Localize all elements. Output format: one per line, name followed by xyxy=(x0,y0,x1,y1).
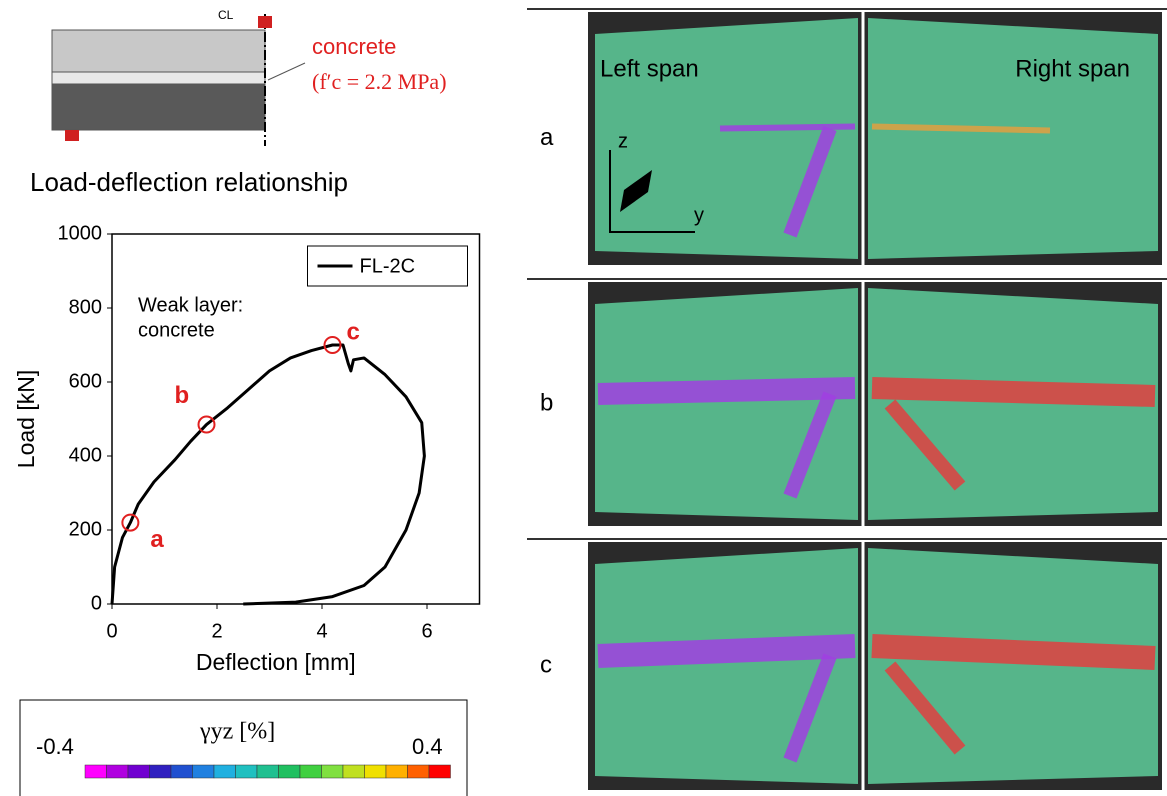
support xyxy=(258,16,272,28)
colorbar-stripe xyxy=(107,765,129,778)
y-tick-label: 600 xyxy=(69,370,102,392)
y-tick-label: 800 xyxy=(69,296,102,318)
colorbar-stripe xyxy=(322,765,344,778)
x-tick-label: 6 xyxy=(421,620,432,642)
load-deflection-chart: 0 200 400 600 800 1000 0 2 4 6 Deflection [mm] Load… xyxy=(13,222,479,675)
colorbar-stripe xyxy=(386,765,408,778)
strain-band xyxy=(872,646,1155,658)
x-axis-label: Deflection [mm] xyxy=(196,649,356,675)
panel-label: c xyxy=(540,651,552,678)
strain-band xyxy=(872,388,1155,396)
left-span xyxy=(595,18,858,259)
colorbar: γyz [%] -0.4 0.4 xyxy=(20,700,467,796)
annotation: Weak layer: xyxy=(138,294,243,316)
leader xyxy=(268,63,305,80)
colorbar-stripe xyxy=(85,765,107,778)
colorbar-stripe xyxy=(408,765,430,778)
weak-layer xyxy=(52,72,265,84)
colorbar-stripe xyxy=(214,765,236,778)
colorbar-stripes xyxy=(85,765,451,778)
lower-layer xyxy=(52,84,265,130)
support xyxy=(65,130,79,141)
point-label: c xyxy=(347,318,360,345)
panel-label: a xyxy=(540,124,554,151)
colorbar-stripe xyxy=(236,765,258,778)
y-tick-label: 400 xyxy=(69,444,102,466)
colorbar-stripe xyxy=(365,765,387,778)
point-label: b xyxy=(175,382,190,409)
x-tick-label: 2 xyxy=(211,620,222,642)
cl-label: CL xyxy=(218,8,234,22)
panel-label: b xyxy=(540,389,553,416)
x-tick-label: 4 xyxy=(316,620,327,642)
colorbar-stripe xyxy=(193,765,215,778)
colorbar-stripe xyxy=(171,765,193,778)
annotation: concrete xyxy=(138,319,215,341)
colorbar-label: γyz [%] xyxy=(199,719,275,745)
material-label: concrete xyxy=(312,34,396,59)
axis-label: y xyxy=(694,204,704,226)
plot-frame xyxy=(112,234,480,604)
point-label: a xyxy=(150,526,164,553)
photo-panels: a b c Left span Right span z y xyxy=(527,9,1167,790)
colorbar-stripe xyxy=(150,765,172,778)
colorbar-stripe xyxy=(128,765,150,778)
y-axis-label: Load [kN] xyxy=(13,370,39,468)
strain-band xyxy=(598,646,855,656)
x-tick-label: 0 xyxy=(106,620,117,642)
y-tick-label: 1000 xyxy=(58,222,103,244)
axis-label: z xyxy=(618,130,628,152)
colorbar-min: -0.4 xyxy=(36,734,74,759)
strain-band xyxy=(598,388,855,394)
span-label: Right span xyxy=(1015,55,1130,82)
series-line xyxy=(112,345,424,604)
figure: CL concrete (f′c = 2.2 MPa) Load-deflect… xyxy=(0,0,1167,796)
y-tick-label: 0 xyxy=(91,592,102,614)
upper-layer xyxy=(52,30,265,72)
strain-band xyxy=(872,127,1050,131)
y-tick-label: 200 xyxy=(69,518,102,540)
colorbar-box xyxy=(20,700,467,796)
strain-band xyxy=(720,127,855,129)
section-diagram: CL concrete (f′c = 2.2 MPa) xyxy=(52,8,447,146)
strength-label: (f′c = 2.2 MPa) xyxy=(312,69,447,94)
colorbar-stripe xyxy=(300,765,322,778)
legend-label: FL-2C xyxy=(360,255,416,277)
colorbar-stripe xyxy=(279,765,301,778)
colorbar-stripe xyxy=(257,765,279,778)
colorbar-stripe xyxy=(429,765,451,778)
chart-title: Load-deflection relationship xyxy=(30,167,348,197)
colorbar-stripe xyxy=(343,765,365,778)
span-label: Left span xyxy=(600,55,699,82)
right-span xyxy=(868,18,1158,259)
colorbar-max: 0.4 xyxy=(412,734,443,759)
